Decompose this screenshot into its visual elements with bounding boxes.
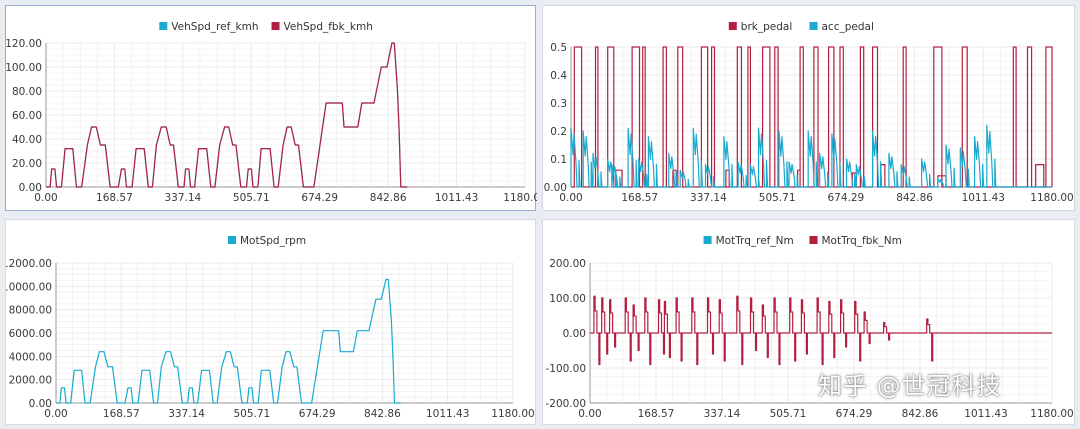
series-line — [570, 124, 1052, 188]
chart-pedals: brk_pedal acc_pedal 0.00 168.57 337.14 505.71… — [544, 21, 1074, 204]
legend: brk_pedal acc_pedal — [728, 21, 874, 33]
x-tick-label: 0.00 — [559, 192, 582, 204]
legend: MotSpd_rpm — [228, 235, 306, 247]
chart-vehicle-speed: VehSpd_ref_kmh VehSpd_fbk_kmh 0.00 168.57 33… — [6, 21, 537, 204]
x-tick-label: 337.14 — [168, 408, 205, 420]
legend-swatch — [703, 236, 712, 244]
y-tick-label: 0.1 — [550, 154, 567, 166]
x-tick-label: 0.00 — [44, 408, 67, 420]
x-tick-label: 337.14 — [704, 408, 741, 420]
x-tick-label: 1011.43 — [435, 192, 478, 204]
y-tick-label: 40.00 — [12, 134, 42, 146]
x-tick-label: 168.57 — [103, 408, 140, 420]
legend-swatch — [809, 22, 818, 30]
x-tick-label: 842.86 — [896, 192, 933, 204]
y-tick-label: 6000.00 — [9, 328, 52, 340]
y-tick-label: 0.5 — [550, 42, 567, 54]
x-tick-label: 505.71 — [233, 192, 270, 204]
chart-panel-motor-speed: MotSpd_rpm 0.00 168.57 337.14 505.71 674.29 84… — [5, 219, 536, 425]
y-tick-label: 0.2 — [550, 126, 567, 138]
y-tick-label: -100.00 — [545, 363, 586, 375]
y-tick-label: 120.00 — [6, 38, 42, 50]
legend-swatch — [809, 236, 818, 244]
x-tick-label: 1011.43 — [962, 192, 1005, 204]
legend: MotTrq_ref_Nm MotTrq_fbk_Nm — [703, 235, 902, 247]
y-tick-label: 10000.00 — [6, 281, 52, 293]
x-tick-label: 0.00 — [34, 192, 57, 204]
y-tick-label: 8000.00 — [9, 305, 52, 317]
x-tick-label: 1180.00 — [1030, 408, 1073, 420]
y-tick-label: 80.00 — [12, 86, 42, 98]
legend-swatch — [228, 236, 236, 244]
y-tick-label: 4000.00 — [9, 351, 52, 363]
x-tick-label: 505.71 — [759, 192, 796, 204]
chart-panel-pedals: brk_pedal acc_pedal 0.00 168.57 337.14 505.71… — [542, 5, 1075, 211]
y-tick-label: 100.00 — [6, 62, 42, 74]
series-line — [56, 278, 401, 404]
legend-label: brk_pedal — [741, 21, 792, 33]
x-tick-label: 842.86 — [902, 408, 939, 420]
y-tick-label: 0.00 — [544, 182, 567, 194]
legend-label: MotSpd_rpm — [240, 235, 306, 247]
series-line — [46, 42, 408, 188]
y-tick-label: 0.00 — [19, 182, 42, 194]
x-tick-label: 1011.43 — [426, 408, 469, 420]
y-tick-label: 0.00 — [29, 398, 52, 410]
x-tick-label: 674.29 — [836, 408, 873, 420]
legend-swatch — [271, 22, 280, 30]
x-tick-label: 1011.43 — [964, 408, 1007, 420]
legend: VehSpd_ref_kmh VehSpd_fbk_kmh — [159, 21, 373, 33]
x-tick-label: 505.71 — [233, 408, 270, 420]
x-tick-label: 674.29 — [299, 408, 336, 420]
x-tick-label: 1180.00 — [491, 408, 534, 420]
x-tick-label: 842.86 — [370, 192, 407, 204]
x-tick-label: 0.00 — [578, 408, 601, 420]
x-tick-label: 674.29 — [301, 192, 338, 204]
series-line — [590, 295, 1052, 366]
series-line — [571, 46, 1053, 188]
legend-label: VehSpd_fbk_kmh — [284, 21, 373, 33]
chart-panel-vehicle-speed: VehSpd_ref_kmh VehSpd_fbk_kmh 0.00 168.57 33… — [5, 5, 537, 211]
y-tick-label: -200.00 — [545, 398, 586, 410]
x-tick-label: 1180.00 — [1030, 192, 1073, 204]
legend-label: acc_pedal — [822, 21, 874, 33]
x-tick-label: 168.57 — [638, 408, 675, 420]
x-tick-label: 337.14 — [690, 192, 727, 204]
legend-label: MotTrq_ref_Nm — [716, 235, 794, 247]
y-tick-label: 2000.00 — [9, 375, 52, 387]
chart-motor-speed: MotSpd_rpm 0.00 168.57 337.14 505.71 674.29 84… — [6, 235, 535, 420]
watermark-text: 知乎 @世冠科技 — [818, 372, 1002, 400]
y-tick-label: 12000.00 — [6, 258, 52, 270]
x-tick-label: 674.29 — [827, 192, 864, 204]
x-tick-label: 505.71 — [770, 408, 807, 420]
x-tick-label: 1180.00 — [503, 192, 537, 204]
x-tick-label: 168.57 — [621, 192, 658, 204]
y-tick-label: 100.00 — [549, 293, 586, 305]
x-tick-label: 842.86 — [364, 408, 401, 420]
y-tick-label: 0.00 — [563, 328, 586, 340]
chart-motor-torque: MotTrq_ref_Nm MotTrq_fbk_Nm 0.00 168.57 337.… — [545, 235, 1073, 420]
y-tick-label: 60.00 — [12, 110, 42, 122]
y-tick-label: 0.4 — [550, 70, 567, 82]
legend-label: VehSpd_ref_kmh — [171, 21, 258, 33]
legend-swatch — [159, 22, 168, 30]
y-tick-label: 0.3 — [550, 98, 567, 110]
x-tick-label: 337.14 — [164, 192, 201, 204]
chart-panel-motor-torque: MotTrq_ref_Nm MotTrq_fbk_Nm 0.00 168.57 337.… — [542, 219, 1075, 425]
grid — [45, 42, 526, 188]
y-tick-label: 200.00 — [549, 258, 586, 270]
x-tick-label: 168.57 — [96, 192, 133, 204]
legend-swatch — [728, 22, 737, 30]
grid — [55, 262, 514, 404]
y-tick-label: 20.00 — [12, 158, 42, 170]
legend-label: MotTrq_fbk_Nm — [822, 235, 902, 247]
